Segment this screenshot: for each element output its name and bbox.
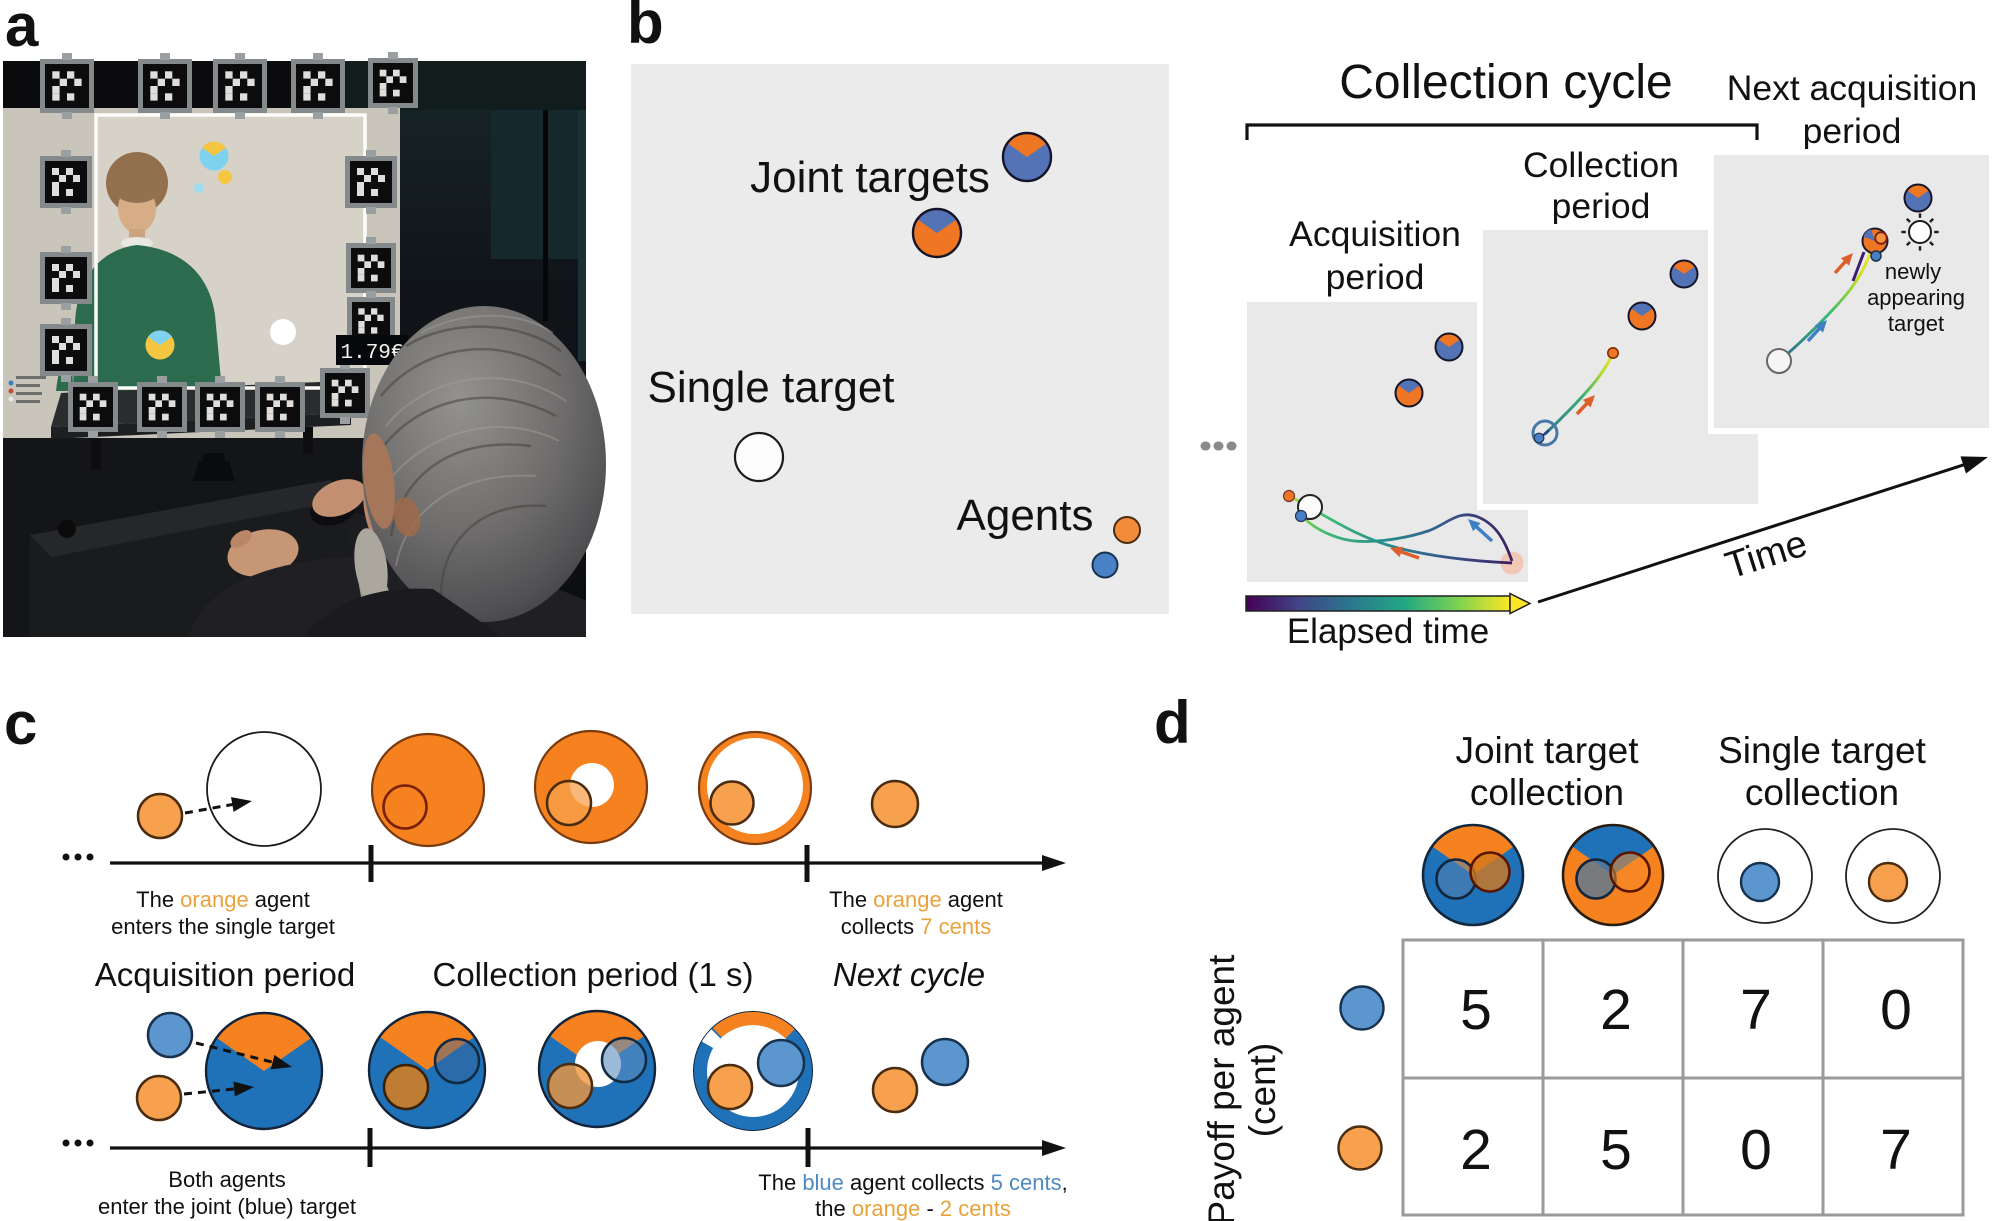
svg-text:Collection period (1 s): Collection period (1 s) xyxy=(433,956,754,993)
svg-text:c: c xyxy=(4,690,37,757)
svg-text:2: 2 xyxy=(1460,1118,1492,1182)
svg-text:a: a xyxy=(5,0,39,59)
svg-text:appearing: appearing xyxy=(1867,285,1965,310)
svg-text:Single target: Single target xyxy=(1718,730,1926,771)
svg-text:1.79€: 1.79€ xyxy=(340,342,403,365)
svg-text:Both agents: Both agents xyxy=(168,1167,285,1192)
svg-text:The orange agent: The orange agent xyxy=(136,887,310,912)
svg-text:the orange - 2 cents: the orange - 2 cents xyxy=(815,1196,1011,1221)
svg-text:The blue agent collects 5 cent: The blue agent collects 5 cents, xyxy=(758,1170,1067,1195)
svg-text:The orange agent: The orange agent xyxy=(829,887,1003,912)
svg-text:Payoff per agent: Payoff per agent xyxy=(1201,954,1242,1221)
svg-text:period: period xyxy=(1552,186,1651,226)
svg-text:Elapsed time: Elapsed time xyxy=(1287,612,1489,651)
svg-text:Acquisition period: Acquisition period xyxy=(95,956,356,993)
svg-text:5: 5 xyxy=(1600,1118,1632,1182)
svg-text:(cent): (cent) xyxy=(1242,1043,1283,1138)
svg-text:Next acquisition: Next acquisition xyxy=(1727,68,1978,108)
svg-text:Collection: Collection xyxy=(1523,145,1679,185)
svg-text:2: 2 xyxy=(1600,978,1632,1042)
svg-text:0: 0 xyxy=(1740,1118,1772,1182)
svg-text:Collection cycle: Collection cycle xyxy=(1339,56,1672,109)
svg-text:target: target xyxy=(1888,311,1944,336)
svg-text:collection: collection xyxy=(1745,772,1899,813)
svg-text:enter the joint (blue) target: enter the joint (blue) target xyxy=(98,1194,356,1219)
svg-text:0: 0 xyxy=(1880,978,1912,1042)
svg-text:Acquisition: Acquisition xyxy=(1289,214,1461,254)
svg-text:7: 7 xyxy=(1880,1118,1912,1182)
svg-text:7: 7 xyxy=(1740,978,1772,1042)
svg-text:enters the single target: enters the single target xyxy=(111,914,335,939)
svg-text:d: d xyxy=(1154,689,1191,756)
svg-text:collects 7 cents: collects 7 cents xyxy=(841,914,991,939)
svg-text:b: b xyxy=(627,0,664,56)
svg-text:Next cycle: Next cycle xyxy=(833,956,985,993)
svg-text:Time: Time xyxy=(1720,523,1812,588)
svg-text:Agents: Agents xyxy=(957,491,1094,540)
svg-text:newly: newly xyxy=(1885,259,1941,284)
svg-text:Single target: Single target xyxy=(647,363,894,412)
svg-text:5: 5 xyxy=(1460,978,1492,1042)
svg-text:Joint targets: Joint targets xyxy=(750,153,990,202)
svg-text:collection: collection xyxy=(1470,772,1624,813)
svg-text:period: period xyxy=(1326,257,1425,297)
svg-text:period: period xyxy=(1803,111,1902,151)
svg-text:Joint target: Joint target xyxy=(1455,730,1639,771)
